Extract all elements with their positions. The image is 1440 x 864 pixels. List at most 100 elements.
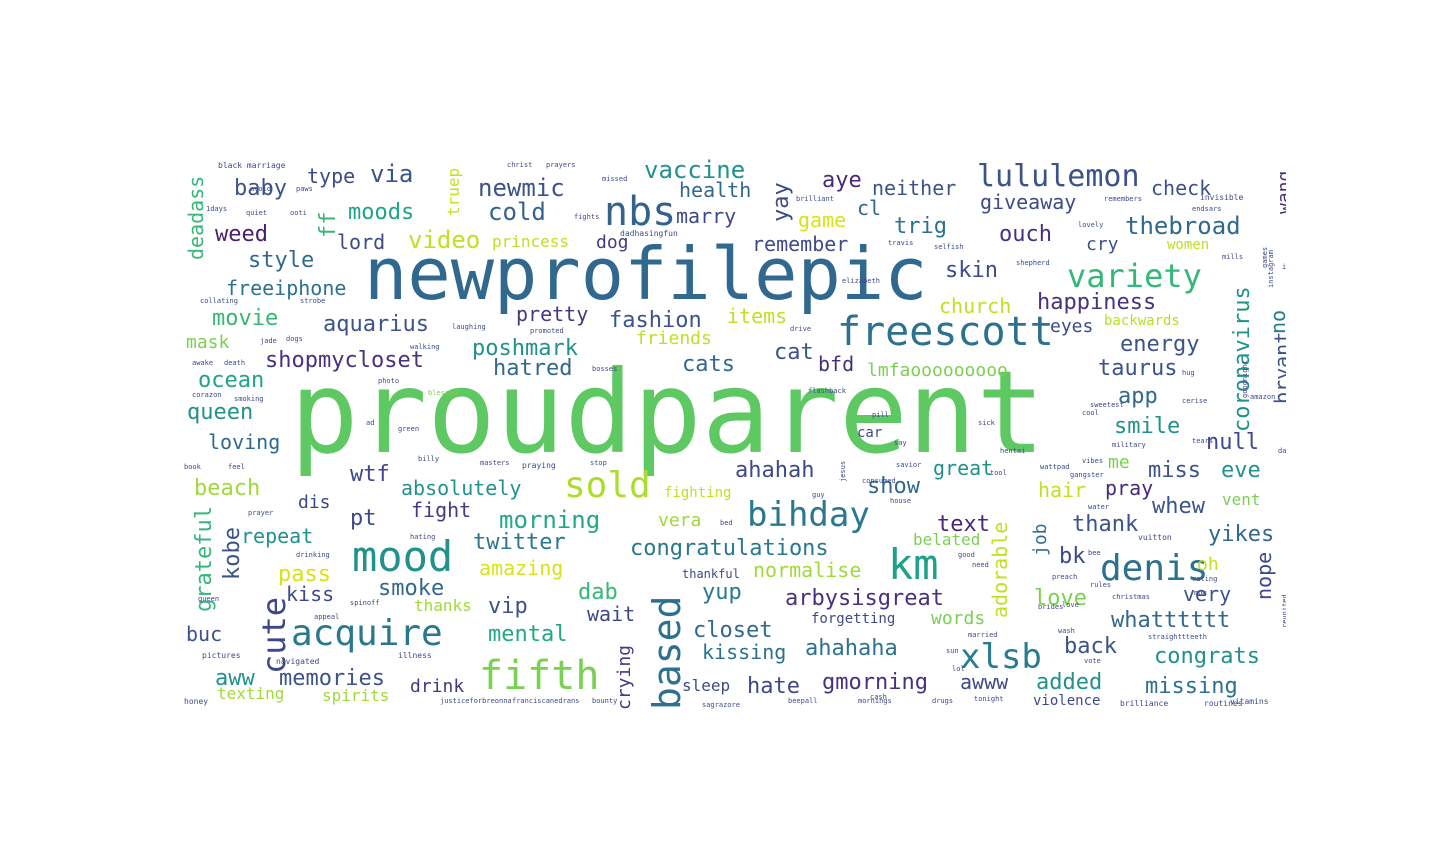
word-cloud-word: yikes — [1208, 522, 1275, 547]
word-cloud-word: collating — [200, 297, 238, 305]
word-cloud-word: pray — [1105, 476, 1154, 500]
word-cloud-word: memories — [279, 666, 385, 691]
word-cloud-word: kissing — [702, 640, 787, 664]
word-cloud-word: mills — [1222, 253, 1244, 261]
word-cloud-word: travis — [888, 239, 914, 247]
word-cloud-word: billy — [418, 455, 440, 463]
word-cloud-word: mom — [1194, 589, 1207, 597]
word-cloud-word: brides — [1038, 603, 1064, 611]
word-cloud-word: book — [184, 463, 201, 471]
word-cloud-word: appeal — [314, 613, 340, 621]
word-cloud-word: jade — [260, 337, 277, 345]
word-cloud-word: deadass — [184, 175, 208, 260]
word-cloud-word: gmorning — [822, 670, 928, 695]
word-cloud-word: taurus — [1098, 356, 1178, 381]
word-cloud-word: newprofilepic — [364, 232, 928, 316]
word-cloud-word: awake — [192, 359, 214, 367]
word-cloud-word: very — [1183, 582, 1232, 606]
word-cloud-word: mornings — [858, 697, 892, 705]
word-cloud-word: avoid — [250, 185, 272, 193]
word-cloud-word: freeiphone — [226, 276, 347, 300]
word-cloud-word: bihday — [747, 495, 870, 535]
word-cloud-word: hentai — [1000, 447, 1026, 455]
word-cloud-word: texting — [217, 684, 285, 703]
word-cloud: proudparent newprofilepic freescott variety… — [182, 158, 1286, 710]
word-cloud-word: shepherd — [1016, 259, 1050, 267]
word-cloud-word: smoke — [378, 576, 445, 601]
word-cloud-word: christ — [507, 161, 533, 169]
word-cloud-word: corazon — [192, 391, 222, 399]
word-cloud-word: games — [1261, 246, 1269, 268]
word-cloud-word: vote — [1084, 657, 1101, 665]
word-cloud-word: paws — [296, 185, 313, 193]
word-cloud-word: nbs — [604, 189, 677, 235]
word-cloud-word: spinoff — [350, 599, 380, 607]
word-cloud-word: flashback — [808, 387, 846, 395]
word-cloud-word: via — [370, 160, 414, 188]
word-cloud-word: dadhasingfun — [620, 229, 678, 238]
word-cloud-word: weed — [215, 222, 268, 247]
word-cloud-word: normalise — [753, 558, 862, 582]
word-cloud-word: routines — [1204, 699, 1243, 708]
word-cloud-word: newmic — [478, 174, 565, 202]
word-cloud-word: rules — [1090, 581, 1112, 589]
word-cloud-word: cat — [774, 340, 814, 365]
word-cloud-word: aww — [215, 666, 255, 691]
word-cloud-word: walking — [410, 343, 440, 351]
word-cloud-word: thankful — [682, 567, 740, 581]
word-cloud-word: buc — [186, 622, 223, 646]
word-cloud-word: hate — [747, 674, 800, 699]
word-cloud-word: pass — [278, 562, 331, 587]
word-cloud-word: black marriage — [218, 161, 286, 170]
word-cloud-word: wattpad — [1040, 463, 1070, 471]
word-cloud-word: moods — [348, 200, 415, 225]
word-cloud-word: death — [224, 359, 246, 367]
word-cloud-word: neither — [872, 176, 957, 200]
word-cloud-word: hair — [1038, 478, 1087, 502]
word-cloud-word: quiet — [246, 209, 268, 217]
word-cloud-word: women — [1167, 237, 1210, 253]
word-cloud-word: trig — [894, 214, 947, 239]
word-cloud-word: guy — [812, 491, 825, 499]
word-cloud-word: wtf — [350, 462, 390, 487]
word-cloud-word: happiness — [1037, 290, 1157, 315]
word-cloud-word: freescott — [837, 309, 1054, 355]
word-cloud-word: consumed — [862, 477, 896, 485]
word-cloud-word: null — [1206, 430, 1259, 455]
word-cloud-word: congratulations — [630, 536, 829, 561]
word-cloud-word: video — [408, 226, 481, 254]
word-cloud-word: preach — [1052, 573, 1078, 581]
word-cloud-word: hatred — [493, 356, 573, 381]
word-cloud-word: kiss — [286, 582, 335, 606]
word-cloud-word: yay — [769, 182, 794, 222]
word-cloud-word: vip — [488, 594, 528, 619]
word-cloud-word: thebroad — [1125, 212, 1241, 240]
word-cloud-word: shopmycloset — [265, 348, 424, 373]
word-cloud-word: ooti — [290, 209, 307, 217]
word-cloud-word: lol — [952, 665, 965, 673]
word-cloud-word: prayer — [248, 509, 274, 517]
word-cloud-word: amazon — [1250, 393, 1276, 401]
word-cloud-word: drink — [410, 676, 465, 697]
word-cloud-word: jesus — [839, 460, 847, 482]
word-cloud-word: drinking — [296, 551, 330, 559]
word-cloud-word: instagram — [1267, 250, 1275, 288]
word-cloud-word: brilliance — [1120, 699, 1169, 708]
word-cloud-word: great — [933, 456, 994, 480]
word-cloud-word: gangster — [1070, 471, 1104, 479]
word-cloud-word: car — [857, 425, 883, 441]
word-cloud-word: job — [1030, 523, 1051, 556]
word-cloud-word: ahahah — [735, 458, 815, 483]
word-cloud-word: prayers — [546, 161, 576, 169]
word-cloud-word: forgetting — [811, 611, 896, 627]
word-cloud-word: poshmark — [472, 336, 578, 361]
word-cloud-word: marry — [676, 204, 737, 228]
word-cloud-word: love — [1062, 601, 1079, 609]
word-cloud-word: wang — [1274, 170, 1286, 214]
word-cloud-word: stop — [590, 459, 607, 467]
word-cloud-word: yup — [702, 580, 742, 605]
word-cloud-word: km — [888, 540, 939, 589]
word-cloud-word: bee — [1088, 549, 1101, 557]
word-cloud-word: green — [398, 425, 420, 433]
